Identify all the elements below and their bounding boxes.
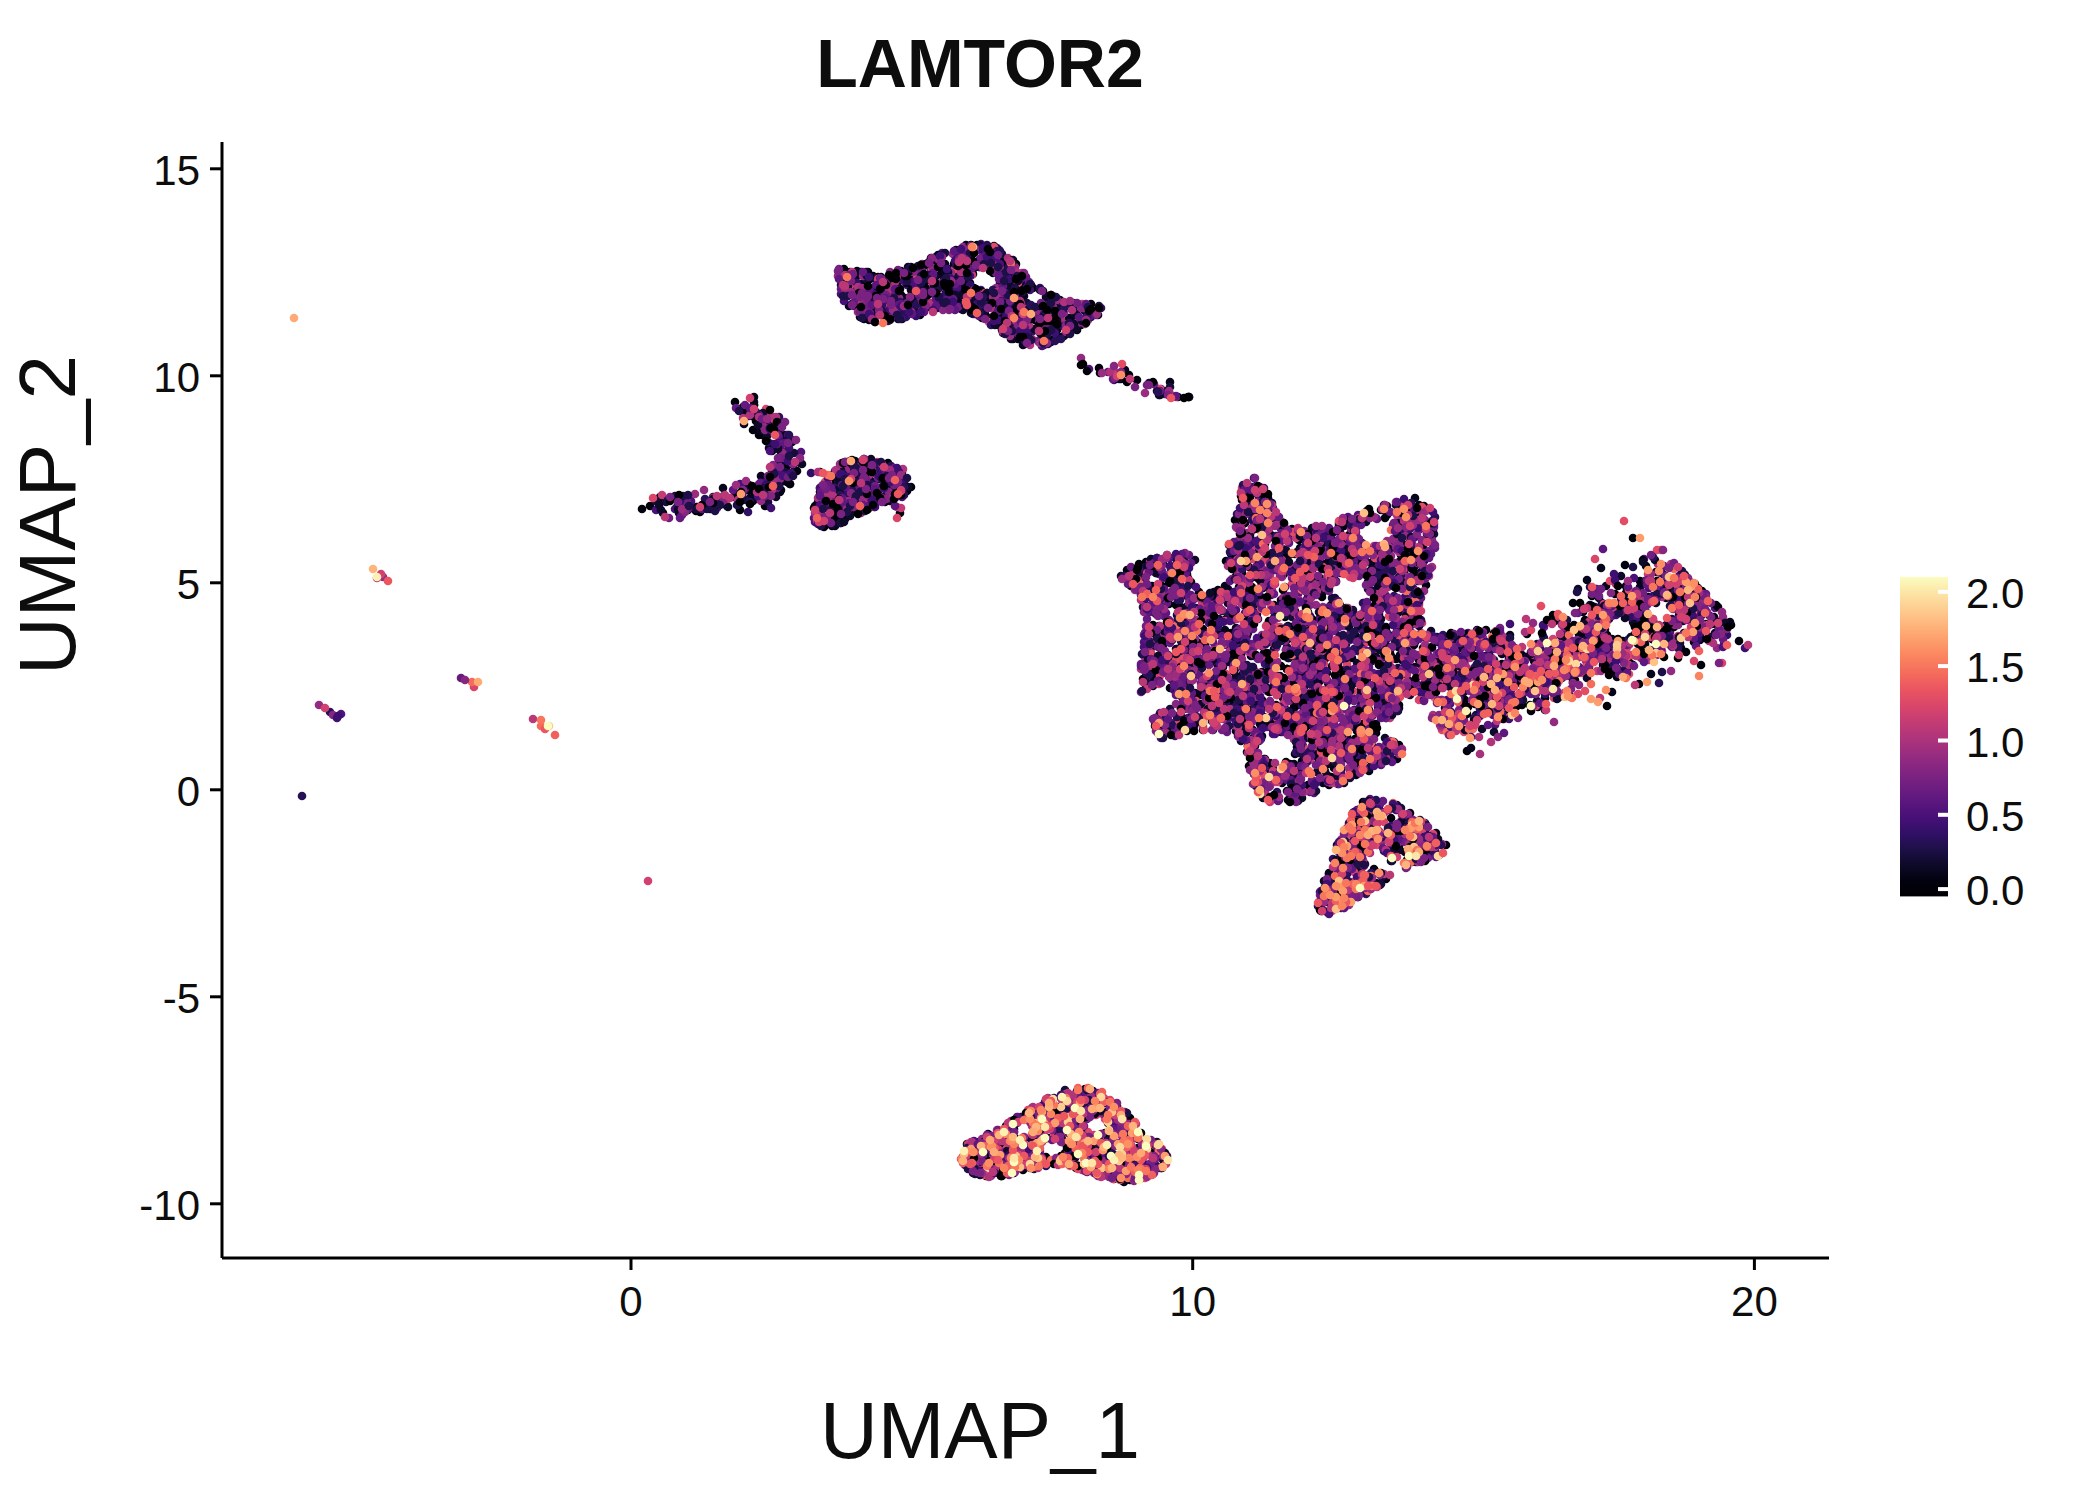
svg-text:0: 0 <box>177 768 200 815</box>
svg-text:2.0: 2.0 <box>1966 570 2024 617</box>
svg-text:0: 0 <box>619 1278 642 1325</box>
svg-text:20: 20 <box>1731 1278 1778 1325</box>
svg-text:10: 10 <box>1169 1278 1216 1325</box>
svg-text:10: 10 <box>153 354 200 401</box>
svg-text:1.0: 1.0 <box>1966 719 2024 766</box>
svg-text:15: 15 <box>153 147 200 194</box>
svg-text:-10: -10 <box>139 1182 200 1229</box>
svg-text:-5: -5 <box>163 975 200 1022</box>
svg-text:5: 5 <box>177 561 200 608</box>
svg-text:0.0: 0.0 <box>1966 867 2024 914</box>
svg-text:0.5: 0.5 <box>1966 793 2024 840</box>
svg-text:1.5: 1.5 <box>1966 644 2024 691</box>
